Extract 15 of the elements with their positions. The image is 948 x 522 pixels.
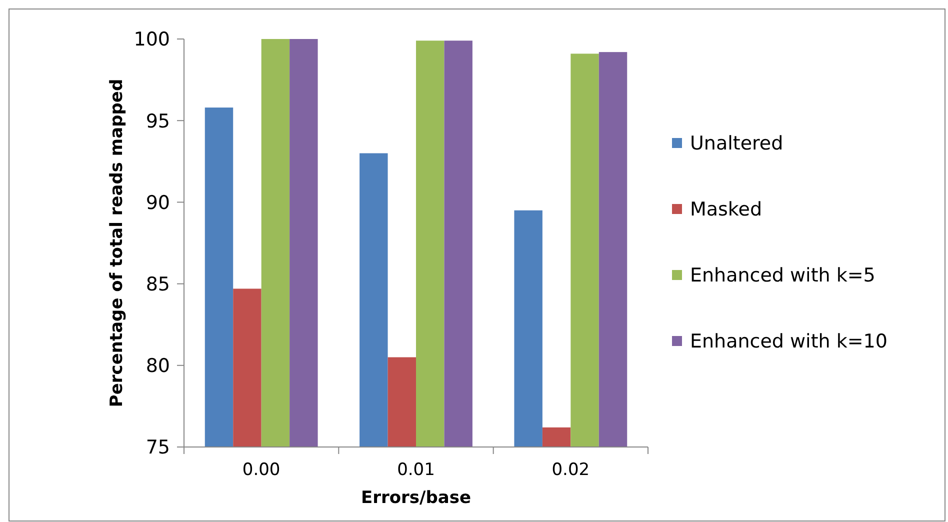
legend-label: Enhanced with k=10 <box>690 330 888 353</box>
x-tick-label: 0.00 <box>242 460 280 480</box>
y-axis-title: Percentage of total reads mapped <box>107 78 127 408</box>
y-tick-label: 85 <box>146 273 170 296</box>
x-tick-label: 0.02 <box>552 460 590 480</box>
y-tick-label: 75 <box>146 436 170 459</box>
legend-label: Enhanced with k=5 <box>690 264 876 287</box>
x-tick-label: 0.01 <box>397 460 435 480</box>
y-tick-label: 80 <box>146 355 170 378</box>
legend-label: Masked <box>690 198 762 221</box>
y-tick-label: 90 <box>146 192 170 214</box>
x-axis-title: Errors/base <box>360 488 472 508</box>
legend-label: Unaltered <box>690 132 784 155</box>
y-tick-label: 100 <box>134 28 170 51</box>
y-tick-label: 95 <box>146 110 170 132</box>
